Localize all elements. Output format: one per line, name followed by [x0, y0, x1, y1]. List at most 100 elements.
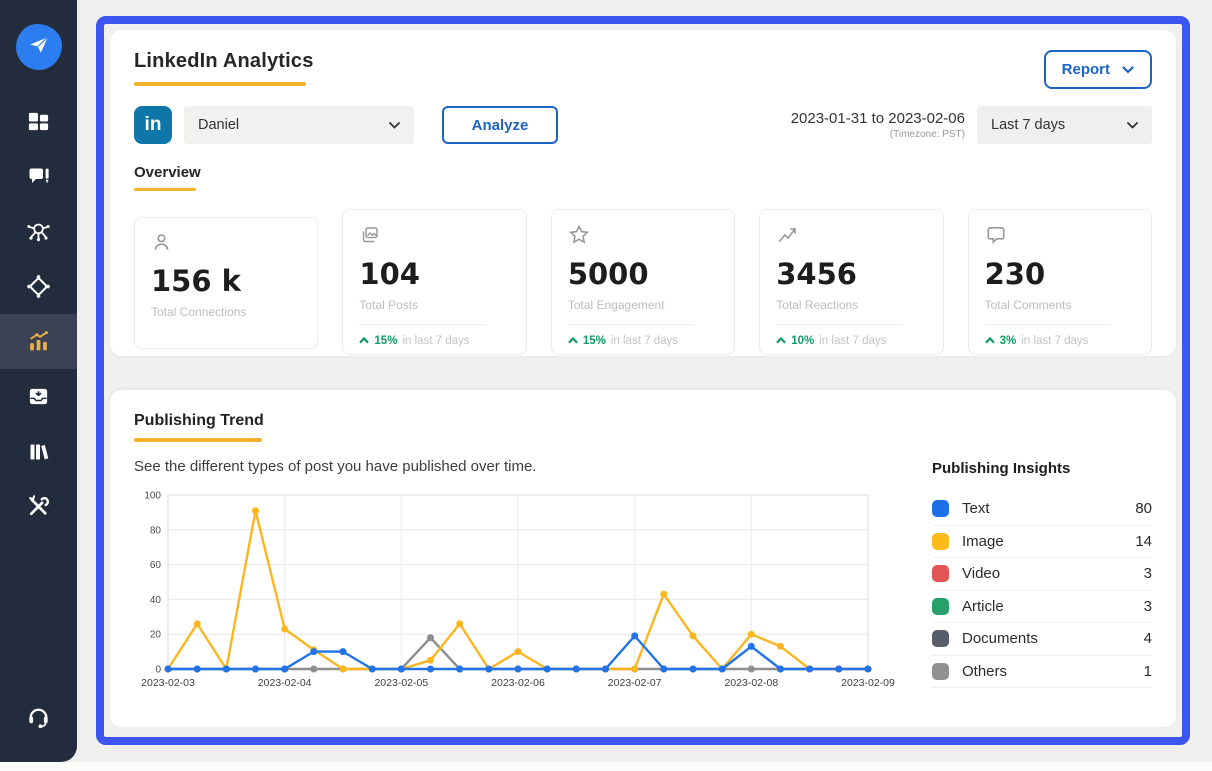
stat-delta: 10% in last 7 days — [776, 335, 926, 347]
sidebar-item-posts[interactable] — [0, 149, 77, 204]
stat-delta-value: 15% — [582, 335, 606, 347]
diamond-nodes-icon — [26, 274, 51, 299]
trend-icon — [776, 228, 798, 250]
image-post-icon — [359, 227, 381, 250]
insights-row-others: Others 1 — [932, 656, 1152, 688]
stat-card-comments: 230 Total Comments 3% in last 7 days — [967, 209, 1153, 355]
account-select[interactable]: Daniel — [184, 106, 414, 144]
app-logo[interactable] — [15, 24, 62, 70]
insights-row-video: Video 3 — [932, 558, 1152, 591]
documents-color-swatch — [932, 630, 949, 648]
sidebar-item-integrations[interactable] — [0, 259, 77, 314]
stat-delta-suffix: in last 7 days — [402, 335, 470, 347]
chat-compose-icon — [27, 165, 51, 189]
bottom-strip — [0, 762, 1212, 771]
stat-delta-value: 15% — [374, 335, 398, 347]
others-color-swatch — [932, 662, 949, 680]
text-color-swatch — [932, 500, 949, 518]
stat-delta-suffix: in last 7 days — [1021, 335, 1089, 347]
network-share-icon — [26, 219, 51, 244]
sidebar-item-connections[interactable] — [0, 204, 77, 259]
sidebar-item-inbox[interactable] — [0, 369, 77, 424]
stat-card-connections: 156 k Total Connections — [134, 217, 319, 349]
chevron-up-icon — [984, 335, 995, 347]
insights-label: Article — [962, 597, 1004, 615]
card-divider — [984, 324, 1111, 325]
stat-delta: 3% in last 7 days — [984, 335, 1135, 347]
article-color-swatch — [932, 597, 949, 615]
line-chart: 0 20 40 60 80 100 2023-02-03 2023-02-04 2023-02-… — [141, 491, 895, 690]
stat-label: Total Engagement — [567, 298, 665, 312]
star-icon — [568, 224, 590, 250]
sidebar-item-tools[interactable] — [0, 479, 77, 534]
send-logo-icon — [28, 34, 50, 61]
sidebar-item-library[interactable] — [0, 424, 77, 479]
svg-text:2023-02-04: 2023-02-04 — [258, 677, 312, 689]
section-title: Publishing Trend — [134, 412, 264, 429]
svg-text:2023-02-03: 2023-02-03 — [141, 677, 195, 689]
insights-value: 80 — [1135, 500, 1152, 518]
insights-value: 14 — [1135, 532, 1152, 550]
insights-label: Text — [962, 500, 990, 518]
date-range-select[interactable]: Last 7 days — [977, 106, 1152, 144]
insights-row-documents: Documents 4 — [932, 623, 1152, 656]
svg-text:2023-02-09: 2023-02-09 — [841, 677, 895, 689]
chevron-up-icon — [567, 335, 578, 347]
insights-value: 3 — [1143, 597, 1152, 615]
insights-value: 4 — [1143, 630, 1152, 648]
stat-value: 156 k — [151, 264, 241, 298]
stat-delta-value: 10% — [791, 335, 815, 347]
insights-row-article: Article 3 — [932, 591, 1152, 623]
stat-delta: 15% in last 7 days — [359, 335, 509, 347]
timezone-label: (Timezone: PST) — [889, 129, 965, 140]
chevron-down-icon — [1122, 61, 1134, 78]
insights-label: Video — [962, 565, 1001, 583]
tools-icon — [26, 494, 51, 519]
stat-value: 3456 — [776, 257, 857, 291]
stat-delta: 15% in last 7 days — [567, 335, 718, 347]
insights-value: 1 — [1143, 662, 1152, 680]
sidebar-item-dashboard[interactable] — [0, 94, 77, 149]
library-books-icon — [27, 440, 51, 464]
tab-overview-underline — [134, 188, 196, 191]
publishing-trend-panel: Publishing Trend See the different types… — [110, 390, 1176, 727]
sidebar-item-analytics[interactable] — [0, 314, 77, 369]
title-underline — [134, 82, 306, 86]
stat-label: Total Comments — [984, 298, 1072, 312]
linkedin-icon: in — [134, 106, 172, 144]
card-divider — [567, 324, 695, 325]
chevron-down-icon — [389, 117, 400, 133]
insights-label: Others — [962, 662, 1008, 680]
svg-text:60: 60 — [150, 560, 162, 571]
svg-text:2023-02-06: 2023-02-06 — [491, 677, 545, 689]
analytics-bars-icon — [26, 329, 51, 354]
insights-row-text: Text 80 — [932, 493, 1152, 526]
stat-label: Total Reactions — [776, 298, 859, 312]
insights-label: Documents — [962, 630, 1038, 648]
chevron-up-icon — [776, 335, 787, 347]
comment-icon — [985, 227, 1007, 250]
stat-card-reactions: 3456 Total Reactions 10% in last 7 days — [759, 209, 944, 355]
sidebar-item-support[interactable] — [0, 689, 77, 744]
stat-value: 5000 — [567, 257, 649, 291]
analyze-button[interactable]: Analyze — [442, 106, 558, 144]
inbox-import-icon — [27, 385, 50, 408]
stat-label: Total Posts — [359, 298, 419, 312]
tab-overview[interactable]: Overview — [134, 164, 201, 191]
stat-card-engagement: 5000 Total Engagement 15% in last 7 days — [550, 209, 736, 355]
account-select-value: Daniel — [198, 117, 240, 133]
svg-text:80: 80 — [150, 525, 162, 536]
person-icon — [151, 234, 172, 257]
card-divider — [776, 324, 903, 325]
date-range: 2023-01-31 to 2023-02-06 — [790, 110, 965, 127]
image-color-swatch — [932, 532, 949, 550]
report-button[interactable]: Report — [1043, 50, 1152, 89]
video-color-swatch — [932, 565, 949, 583]
date-range-select-value: Last 7 days — [991, 117, 1066, 133]
insights-list: Text 80 Image 14 Video 3 — [932, 493, 1152, 688]
sidebar — [0, 0, 77, 762]
stat-card-posts: 104 Total Posts 15% in last 7 days — [342, 209, 527, 355]
section-underline — [134, 438, 262, 442]
main-frame: LinkedIn Analytics Report in Daniel Anal… — [96, 16, 1190, 745]
svg-text:20: 20 — [150, 630, 162, 641]
